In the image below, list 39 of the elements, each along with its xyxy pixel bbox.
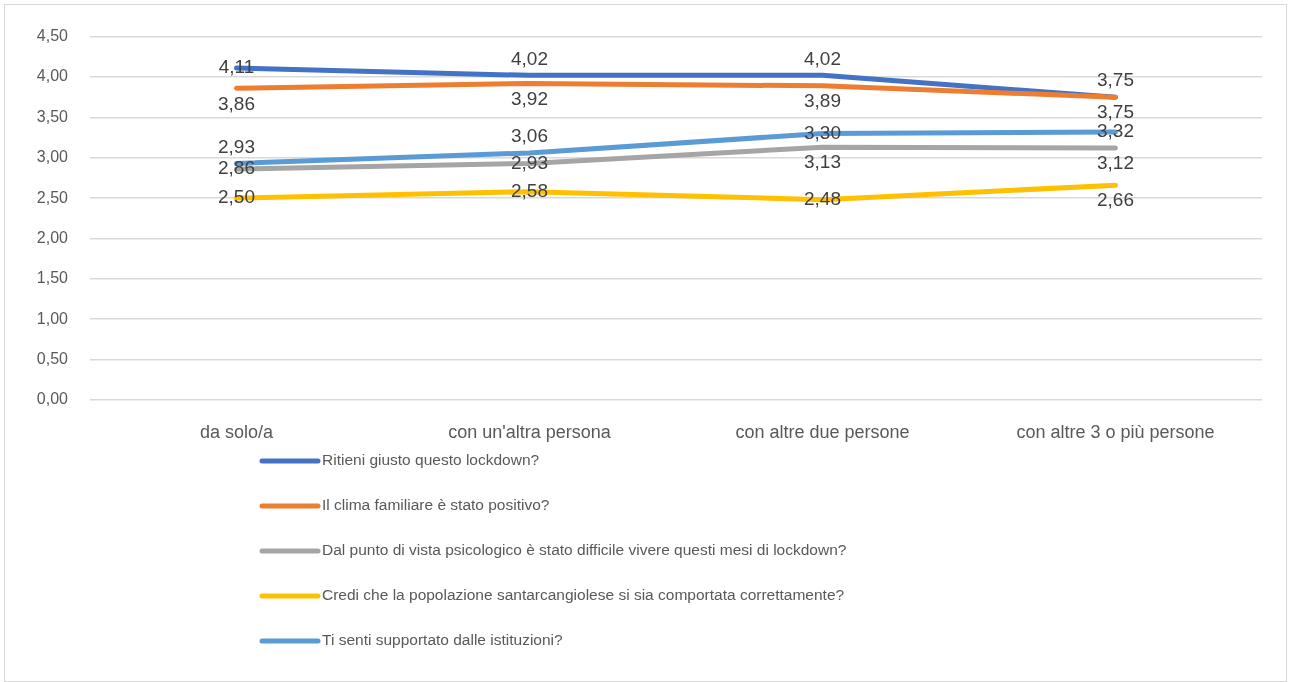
x-tick-label: con un'altra persona [448, 421, 612, 442]
data-label: 2,86 [218, 157, 255, 179]
data-label: 2,93 [218, 135, 255, 157]
legend-label: Il clima familiare è stato positivo? [322, 496, 550, 514]
data-label: 2,58 [511, 179, 548, 201]
data-label: 3,32 [1097, 120, 1134, 142]
data-label: 2,48 [804, 187, 841, 209]
data-label: 3,86 [218, 92, 255, 114]
y-tick-label: 2,50 [36, 188, 69, 206]
legend-label: Credi che la popolazione santarcangiolese si sia comportata correttamente? [322, 586, 845, 604]
data-label: 4,02 [804, 47, 841, 69]
legend-label: Dal punto di vista psicologico è stato difficile vivere questi mesi di lockdown? [322, 541, 847, 559]
data-label: 2,66 [1097, 189, 1134, 211]
legend-label: Ti senti supportato dalle istituzioni? [322, 631, 564, 649]
y-tick-label: 0,50 [36, 350, 69, 368]
y-tick-label: 1,00 [36, 309, 69, 327]
data-label: 2,93 [511, 151, 548, 173]
data-label: 3,89 [804, 90, 841, 112]
data-label: 4,02 [511, 47, 548, 69]
y-tick-label: 3,00 [36, 148, 69, 166]
data-label: 4,11 [218, 56, 255, 78]
data-label: 3,30 [804, 121, 841, 143]
data-label: 3,75 [1097, 101, 1134, 123]
data-label: 3,06 [511, 125, 548, 147]
y-tick-label: 3,50 [36, 107, 69, 125]
y-tick-label: 2,00 [36, 228, 69, 246]
legend-label: Ritieni giusto questo lockdown? [322, 451, 540, 469]
y-tick-label: 1,50 [36, 269, 69, 287]
data-label: 3,75 [1097, 69, 1134, 91]
y-tick-label: 4,50 [36, 27, 69, 45]
data-label: 3,12 [1097, 152, 1134, 174]
y-tick-label: 4,00 [36, 67, 69, 85]
data-label: 3,13 [804, 151, 841, 173]
x-tick-label: da solo/a [199, 421, 275, 442]
data-label: 2,50 [218, 186, 255, 208]
data-label: 3,92 [511, 87, 548, 109]
x-tick-label: con altre 3 o più persone [1016, 421, 1215, 442]
y-tick-label: 0,00 [36, 390, 69, 408]
x-tick-label: con altre due persone [735, 421, 910, 442]
